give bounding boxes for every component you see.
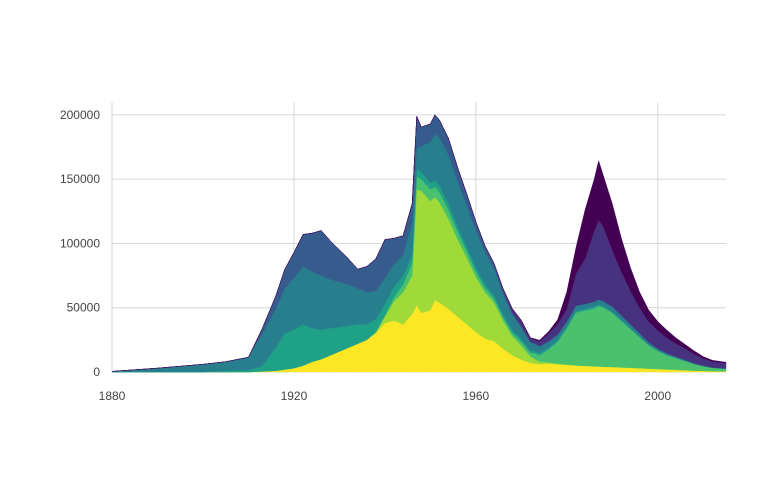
x-axis-ticks: 1880 1920 1960 2000 xyxy=(99,389,672,403)
y-tick-label-4: 200000 xyxy=(60,108,100,122)
x-tick-label-2000: 2000 xyxy=(644,389,671,403)
y-axis-ticks: 0 50000 100000 150000 200000 xyxy=(60,108,100,379)
area-series-8 xyxy=(111,114,727,372)
y-tick-label-1: 50000 xyxy=(67,301,101,315)
y-tick-label-2: 100000 xyxy=(60,236,100,250)
area-series-group xyxy=(111,114,727,373)
y-tick-label-0: 0 xyxy=(93,365,100,379)
x-tick-label-1960: 1960 xyxy=(463,389,490,403)
x-tick-label-1880: 1880 xyxy=(99,389,126,403)
y-tick-label-3: 150000 xyxy=(60,172,100,186)
x-tick-label-1920: 1920 xyxy=(281,389,308,403)
